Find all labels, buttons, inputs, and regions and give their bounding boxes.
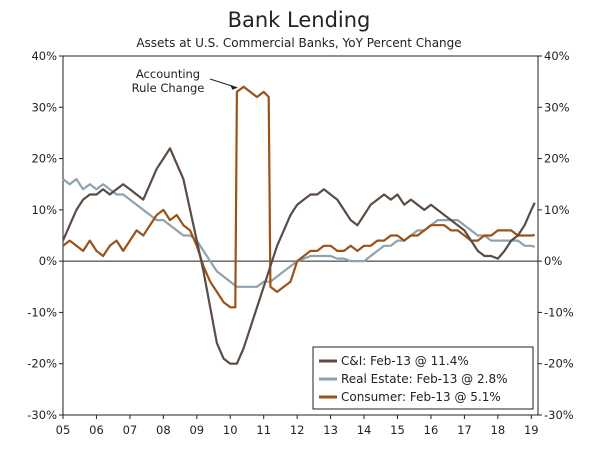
y-tick-label-left: -20% xyxy=(27,357,57,371)
annotation-line-1: Accounting xyxy=(136,67,200,81)
legend-label-2: Consumer: Feb-13 @ 5.1% xyxy=(341,390,501,404)
x-tick-label: 18 xyxy=(491,423,506,437)
x-tick-label: 16 xyxy=(424,423,439,437)
y-tick-label-left: 10% xyxy=(31,203,57,217)
y-tick-label-left: -10% xyxy=(27,305,57,319)
x-tick-label: 15 xyxy=(390,423,405,437)
x-tick-label: 14 xyxy=(357,423,372,437)
y-tick-label-right: 0% xyxy=(544,254,562,268)
x-tick-label: 12 xyxy=(290,423,305,437)
x-tick-label: 13 xyxy=(323,423,338,437)
y-tick-label-right: -30% xyxy=(544,408,574,422)
legend: C&I: Feb-13 @ 11.4% Real Estate: Feb-13 @… xyxy=(312,346,534,410)
series-line-0 xyxy=(61,147,536,365)
x-tick-label: 06 xyxy=(89,423,104,437)
plot-area: 40% 40% 30% 30% 20% 20% 10% 10% 0% 0% -10% -10% -20%… xyxy=(27,49,574,437)
x-tick-label: 10 xyxy=(223,423,238,437)
x-tick-label: 08 xyxy=(156,423,171,437)
x-tick-label: 05 xyxy=(56,423,71,437)
x-tick-label: 09 xyxy=(189,423,204,437)
plot-frame xyxy=(62,55,539,416)
y-tick-label-left: 30% xyxy=(31,100,57,114)
y-tick-label-left: 40% xyxy=(31,49,57,63)
x-tick-label: 19 xyxy=(524,423,539,437)
y-tick-label-left: -30% xyxy=(27,408,57,422)
series-line-2 xyxy=(62,85,535,309)
y-tick-label-left: 20% xyxy=(31,152,57,166)
annotation-line-2: Rule Change xyxy=(132,81,205,95)
x-tick-label: 07 xyxy=(123,423,138,437)
y-tick-label-right: 10% xyxy=(544,203,570,217)
annotation-arrow-head xyxy=(230,84,238,90)
y-tick-label-right: 40% xyxy=(544,49,570,63)
x-tick-label: 11 xyxy=(256,423,271,437)
x-tick-label: 17 xyxy=(457,423,472,437)
legend-box xyxy=(312,346,534,410)
legend-label-1: Real Estate: Feb-13 @ 2.8% xyxy=(341,372,507,386)
chart-subtitle: Assets at U.S. Commercial Banks, YoY Per… xyxy=(136,36,461,50)
y-tick-label-right: -20% xyxy=(544,357,574,371)
legend-label-0: C&I: Feb-13 @ 11.4% xyxy=(341,354,469,368)
y-tick-label-right: 20% xyxy=(544,152,570,166)
chart-title: Bank Lending xyxy=(228,8,371,32)
y-tick-label-right: 30% xyxy=(544,100,570,114)
y-tick-label-left: 0% xyxy=(39,254,57,268)
y-tick-label-right: -10% xyxy=(544,305,574,319)
